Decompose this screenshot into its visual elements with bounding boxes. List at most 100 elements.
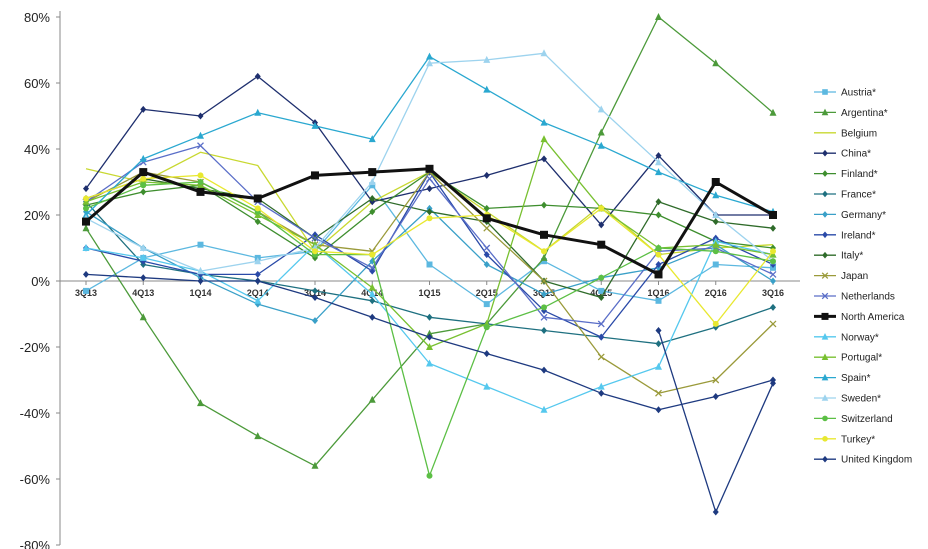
y-tick-label: 20% <box>24 208 50 223</box>
data-point <box>655 152 662 160</box>
data-point <box>821 312 829 320</box>
data-point <box>368 290 376 298</box>
data-point <box>770 248 776 255</box>
y-tick-label: 60% <box>24 76 50 91</box>
legend-label: Ireland* <box>841 230 876 241</box>
legend-item: Turkey* <box>814 434 875 445</box>
data-point <box>821 394 829 401</box>
x-tick-label: 3Q16 <box>762 288 784 298</box>
data-point <box>312 287 318 295</box>
data-point <box>822 170 828 177</box>
data-point <box>770 258 776 265</box>
legend-item: Italy* <box>814 251 863 262</box>
y-tick-label: 0% <box>31 274 50 289</box>
data-point <box>821 108 829 116</box>
data-point <box>139 154 147 162</box>
data-point <box>140 274 147 282</box>
data-point <box>654 270 663 279</box>
data-point <box>426 329 433 337</box>
data-point <box>140 175 147 182</box>
series-layer <box>82 13 777 516</box>
series-line <box>85 174 774 325</box>
data-point <box>369 313 376 321</box>
data-point <box>769 270 777 278</box>
series-15 <box>82 49 777 275</box>
data-point <box>83 270 89 278</box>
data-point <box>655 198 662 206</box>
legend-label: United Kingdom <box>841 455 912 466</box>
data-point <box>712 59 720 67</box>
data-point <box>197 131 204 139</box>
data-point <box>598 389 605 397</box>
legend-item: France* <box>814 190 876 201</box>
data-point <box>821 373 829 381</box>
series-14 <box>82 52 777 218</box>
series-17 <box>83 172 776 327</box>
legend-label: Spain* <box>841 373 871 384</box>
series-11 <box>82 164 777 279</box>
legend-label: Finland* <box>841 169 878 180</box>
data-point <box>312 294 318 301</box>
data-point <box>311 121 319 129</box>
data-point <box>770 303 776 311</box>
data-point <box>655 245 662 251</box>
data-point <box>540 230 548 239</box>
data-point <box>822 231 828 239</box>
data-point <box>197 241 204 248</box>
y-tick-label: -60% <box>20 472 51 487</box>
data-point <box>254 108 262 116</box>
data-point <box>312 248 318 255</box>
data-point <box>426 185 433 193</box>
legend-label: Italy* <box>841 251 863 262</box>
data-point <box>483 382 491 390</box>
data-point <box>655 327 662 334</box>
axes: -80%-60%-40%-20%0%20%40%60%80%3Q134Q131Q… <box>20 10 800 549</box>
legend-item: Germany* <box>814 210 886 221</box>
x-tick-label: 1Q16 <box>647 288 669 298</box>
data-point <box>822 251 828 259</box>
data-point <box>426 359 433 367</box>
series-extra-0 <box>655 327 776 516</box>
data-point <box>712 320 719 327</box>
legend-item: China* <box>814 149 871 160</box>
data-point <box>140 182 147 189</box>
legend-item: Sweden* <box>814 394 881 405</box>
y-tick-label: 40% <box>24 142 50 157</box>
data-point <box>197 172 204 179</box>
legend-item: Norway* <box>814 332 879 343</box>
data-point <box>597 240 606 249</box>
data-point <box>822 436 828 442</box>
data-point <box>483 224 491 232</box>
x-tick-label: 2Q15 <box>476 288 498 298</box>
x-tick-label: 2Q16 <box>705 288 727 298</box>
data-point <box>598 287 605 294</box>
data-point <box>425 164 434 173</box>
data-point <box>368 264 376 272</box>
data-point <box>598 333 605 341</box>
data-point <box>140 188 147 196</box>
series-line <box>85 178 774 299</box>
data-point <box>822 455 828 463</box>
legend-label: Belgium <box>841 128 877 139</box>
data-point <box>597 320 605 328</box>
data-point <box>426 472 433 479</box>
x-tick-label: 1Q14 <box>189 288 211 298</box>
data-point <box>368 395 376 403</box>
data-point <box>426 313 433 321</box>
data-point <box>483 251 490 259</box>
data-point <box>822 415 828 422</box>
data-point <box>139 168 148 177</box>
data-point <box>426 59 433 67</box>
data-point <box>254 277 261 285</box>
data-point <box>83 195 89 202</box>
data-point <box>483 324 490 331</box>
data-point <box>541 155 547 163</box>
data-point <box>369 297 376 305</box>
data-point <box>311 461 319 469</box>
legend-item: Netherlands <box>814 292 895 303</box>
legend-label: Switzerland <box>841 414 893 425</box>
data-point <box>769 211 777 219</box>
data-point <box>254 257 262 265</box>
